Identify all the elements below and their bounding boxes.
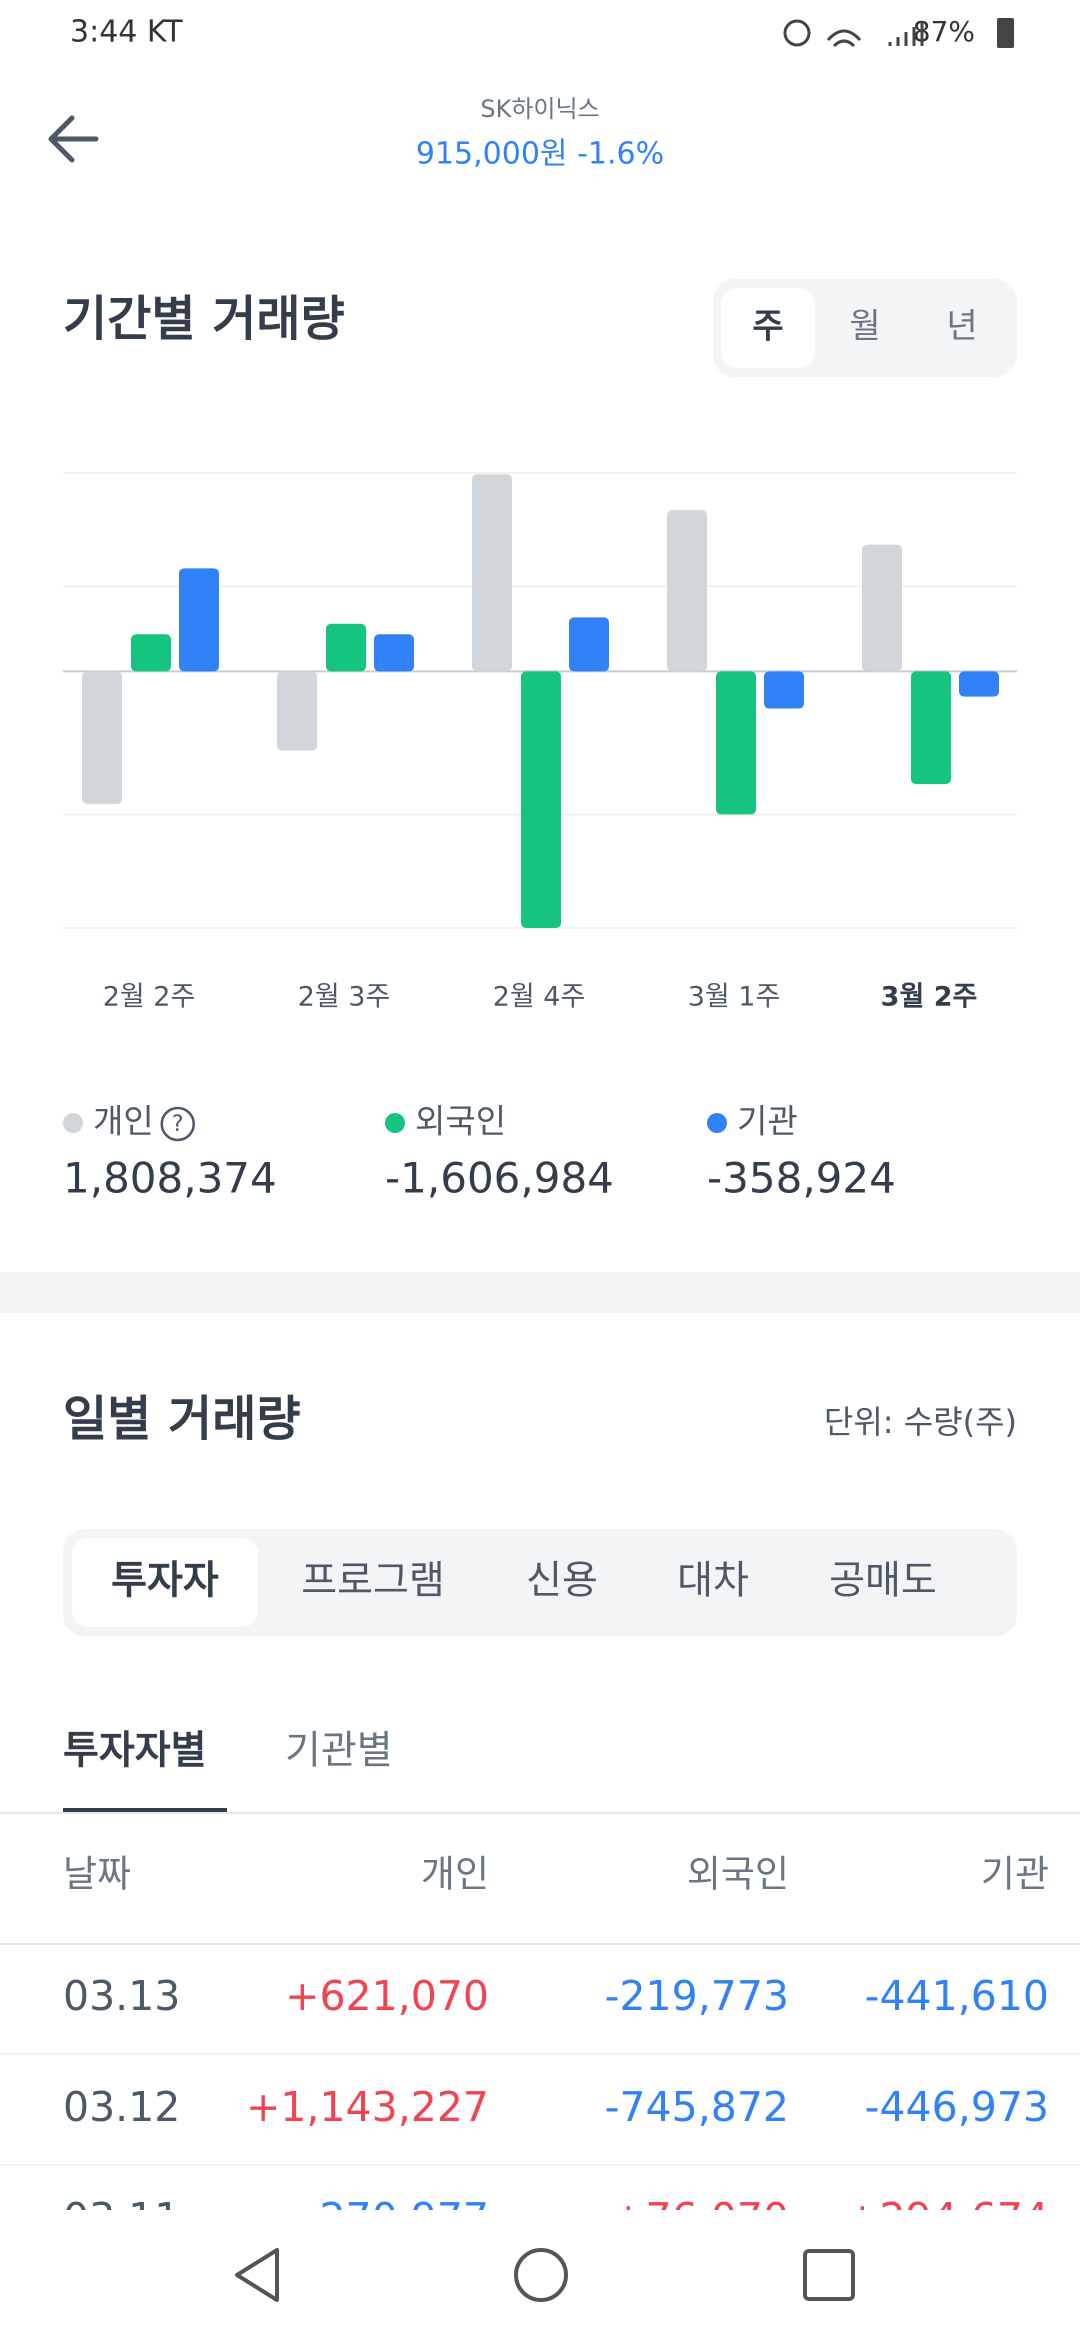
stock-name: SK하이닉스 xyxy=(480,95,599,123)
legend-dot xyxy=(385,1113,405,1133)
x-tick-label: 3월 2주 xyxy=(881,982,978,1013)
legend-name: 개인 xyxy=(93,1102,154,1141)
row-date: 03.13 xyxy=(63,1972,180,2020)
help-icon[interactable] xyxy=(160,1106,195,1142)
legend-dot xyxy=(63,1113,83,1133)
investor-tab[interactable]: 공매도 xyxy=(829,1559,937,1604)
period-tab[interactable]: 주 xyxy=(752,307,783,347)
section-separator xyxy=(0,1272,1080,1313)
legend-name: 외국인 xyxy=(415,1102,506,1141)
section-title: 일별 거래량 xyxy=(63,1391,301,1447)
bar xyxy=(569,617,609,672)
bar xyxy=(521,671,561,928)
period-tab[interactable]: 월 xyxy=(849,307,880,347)
unit-label: 단위: 수량(주) xyxy=(824,1403,1017,1441)
period-tab[interactable]: 년 xyxy=(946,307,977,347)
bar xyxy=(764,671,804,709)
x-tick-label: 2월 2주 xyxy=(103,982,196,1013)
row-value: -219,773 xyxy=(605,1972,789,2020)
tab-bar xyxy=(63,1529,1017,1636)
bar xyxy=(131,634,171,672)
row-value: -441,610 xyxy=(865,1972,1049,2020)
column-header: 기관 xyxy=(981,1853,1049,1896)
sub-tab-underline xyxy=(63,1808,227,1813)
legend-value: -358,924 xyxy=(707,1154,896,1203)
column-header: 개인 xyxy=(421,1853,489,1896)
nav-bar xyxy=(0,2210,1080,2340)
bar xyxy=(374,634,414,672)
bar xyxy=(862,544,902,672)
row-value: -745,872 xyxy=(605,2083,789,2131)
sub-tab[interactable]: 투자자별 xyxy=(63,1729,207,1774)
x-tick-label: 3월 1주 xyxy=(688,982,781,1013)
bar xyxy=(716,671,756,815)
bar xyxy=(326,623,366,672)
investor-tab[interactable]: 프로그램 xyxy=(301,1559,445,1604)
legend-value: -1,606,984 xyxy=(385,1154,614,1203)
investor-tab[interactable]: 투자자 xyxy=(111,1559,219,1604)
legend-dot xyxy=(707,1113,727,1133)
battery-icon xyxy=(997,18,1014,48)
bar xyxy=(959,671,999,697)
nav-back[interactable] xyxy=(235,2248,279,2302)
bar xyxy=(667,510,707,672)
legend-value: 1,808,374 xyxy=(63,1154,277,1203)
selected-tab xyxy=(721,288,815,368)
row-value: +1,143,227 xyxy=(246,2083,489,2131)
sub-tab[interactable]: 기관별 xyxy=(285,1729,393,1774)
row-date: 03.12 xyxy=(63,2083,180,2131)
selected-tab xyxy=(72,1538,258,1627)
row-value: -446,973 xyxy=(865,2083,1049,2131)
bar xyxy=(911,671,951,785)
stock-price: 915,000원 -1.6% xyxy=(416,137,664,172)
investor-tab[interactable]: 신용 xyxy=(526,1559,598,1604)
nav-recents[interactable] xyxy=(803,2249,855,2301)
bar xyxy=(277,671,317,751)
bar xyxy=(179,568,219,672)
x-tick-label: 2월 3주 xyxy=(298,982,391,1013)
column-header: 외국인 xyxy=(687,1853,789,1896)
back-button[interactable] xyxy=(48,115,99,163)
investor-tab[interactable]: 대차 xyxy=(677,1559,749,1604)
status-time: 3:44 KT xyxy=(70,15,183,50)
status-icons xyxy=(783,19,924,48)
legend-name: 기관 xyxy=(737,1102,798,1141)
section-title: 기간별 거래량 xyxy=(63,291,345,347)
bar xyxy=(82,671,122,804)
column-header: 날짜 xyxy=(63,1853,131,1896)
row-value: +621,070 xyxy=(285,1972,489,2020)
x-tick-label: 2월 4주 xyxy=(493,982,586,1013)
help-icon-text: ? xyxy=(172,1112,184,1137)
nav-home[interactable] xyxy=(514,2248,568,2302)
bar xyxy=(472,474,512,672)
